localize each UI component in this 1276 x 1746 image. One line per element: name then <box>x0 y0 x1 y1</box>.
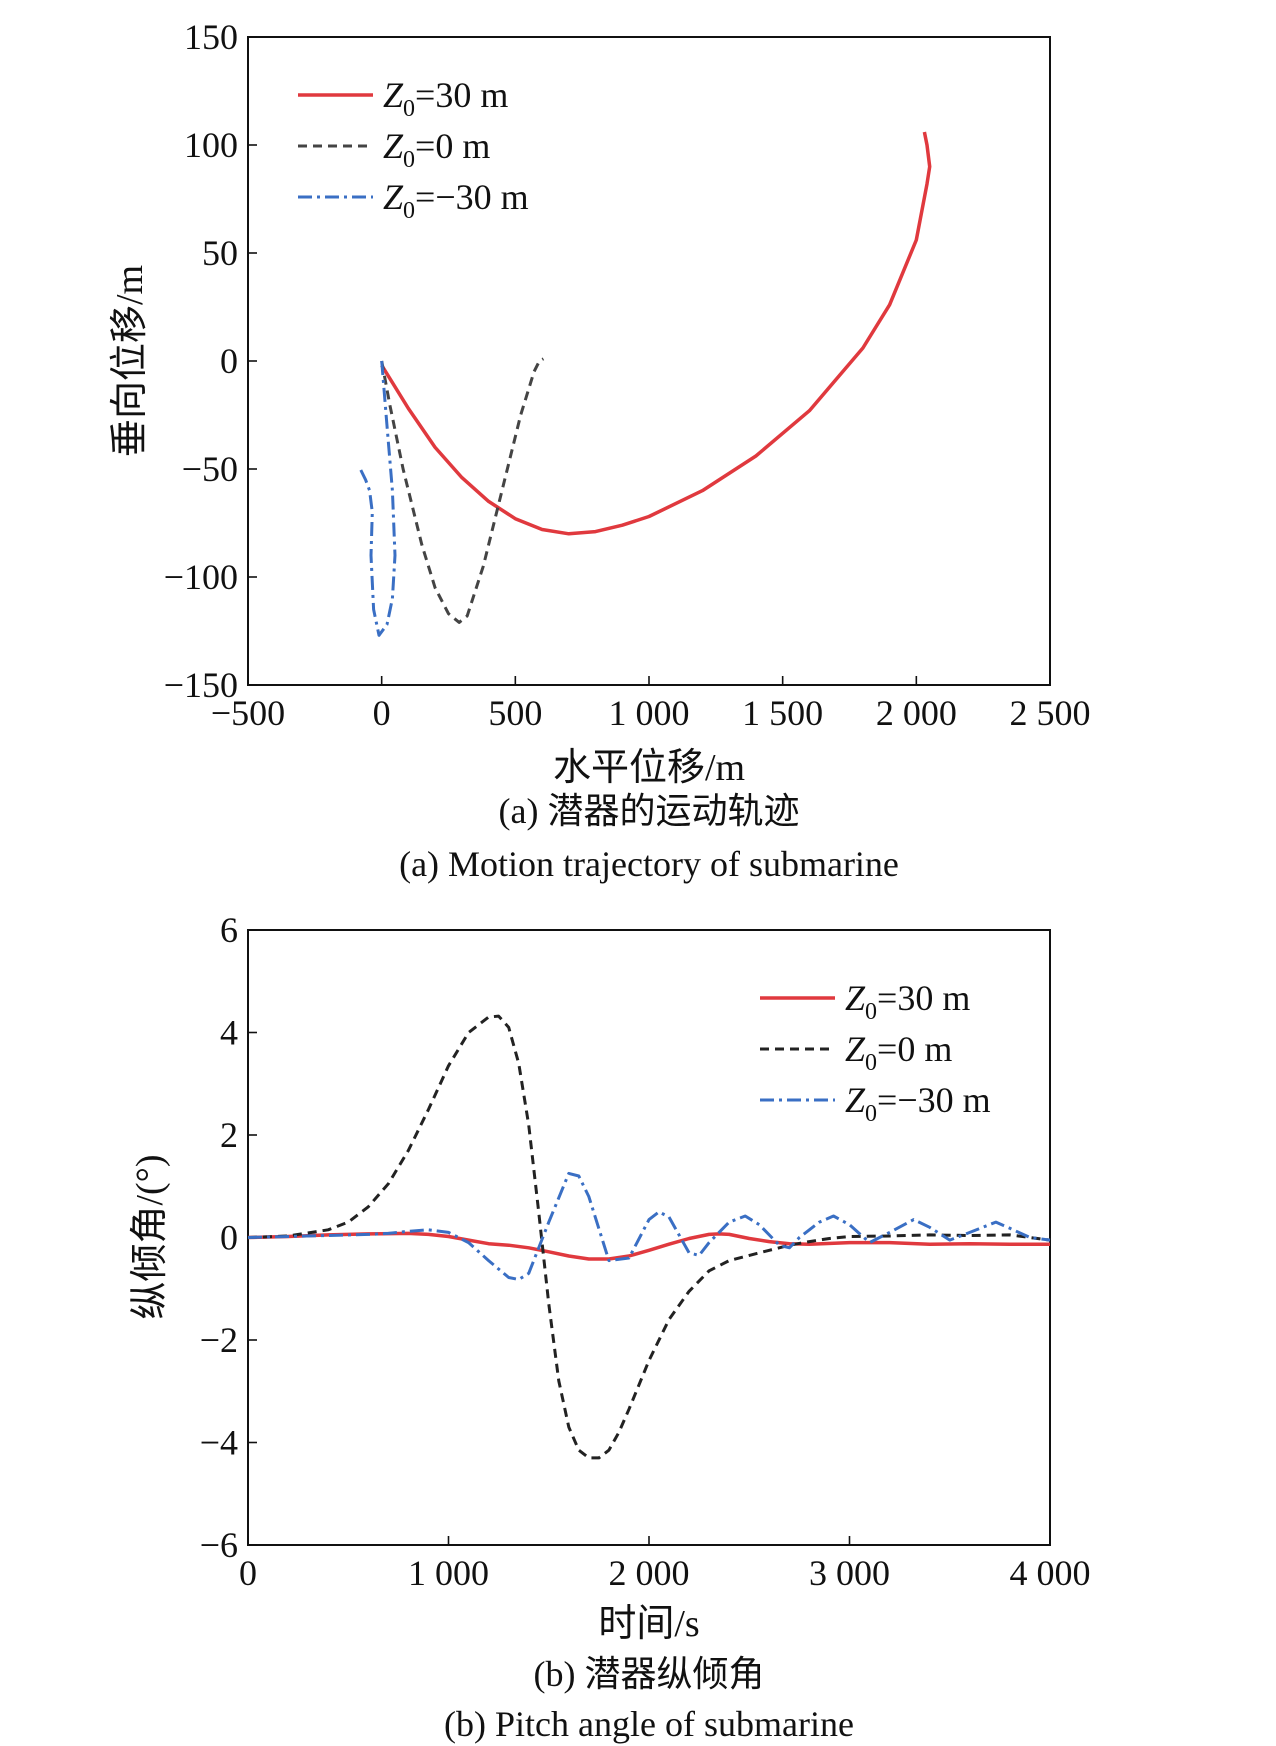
y-tick-label: 50 <box>202 233 238 273</box>
caption-en-a: (a) Motion trajectory of submarine <box>399 844 899 884</box>
series-line-dashed <box>247 1014 1051 1460</box>
x-tick-label: 2 500 <box>1010 693 1091 733</box>
y-tick-label: 4 <box>220 1013 238 1053</box>
series-group-a <box>358 131 932 637</box>
x-tick-label: 3 000 <box>809 1553 890 1593</box>
y-tick-label: 150 <box>184 17 238 57</box>
x-tick-label: 0 <box>373 693 391 733</box>
x-tick-label: 1 500 <box>742 693 823 733</box>
axis-ticks-b: 0 1 000 2 000 3 000 4 000 −6 −4 −2 0 2 4 6 <box>200 910 1091 1593</box>
legend-label: Z0=0 m <box>845 1029 952 1076</box>
series-line-solid <box>247 1231 1050 1261</box>
x-tick-label: 500 <box>488 693 542 733</box>
y-axis-label-b: 纵倾角/(°) <box>129 1154 171 1319</box>
x-tick-label: 2 000 <box>609 1553 690 1593</box>
trajectory-chart: −500 0 500 1 000 1 500 2 000 2 500−150−100−500… <box>109 17 1091 884</box>
y-axis-label-a: 垂向位移/m <box>109 265 151 457</box>
x-axis-label-a: 水平位移/m <box>553 747 745 789</box>
series-line-dashed <box>380 357 545 624</box>
legend-label: Z0=30 m <box>845 978 970 1025</box>
series-group-b <box>247 1014 1051 1460</box>
x-tick-label: 0 <box>239 1553 257 1593</box>
y-tick-label: 100 <box>184 125 238 165</box>
caption-en-b: (b) Pitch angle of submarine <box>444 1704 854 1744</box>
series-line-solid <box>380 131 932 536</box>
x-tick-label: −500 <box>211 693 285 733</box>
y-tick-label: 0 <box>220 1218 238 1258</box>
caption-cn-a: (a) 潜器的运动轨迹 <box>499 791 800 831</box>
legend-label: Z0=−30 m <box>383 177 529 224</box>
axis-ticks-a: −500 0 500 1 000 1 500 2 000 2 500−150−100−500… <box>164 17 1091 733</box>
y-tick-label: 6 <box>220 910 238 950</box>
y-tick-label: −2 <box>200 1320 238 1360</box>
x-tick-label: 2 000 <box>876 693 957 733</box>
plot-frame-b <box>247 929 1051 1546</box>
legend-label: Z0=0 m <box>383 126 490 173</box>
x-tick-label: 1 000 <box>609 693 690 733</box>
series-line-dashdot <box>247 1171 1051 1281</box>
y-tick-label: −100 <box>164 557 238 597</box>
x-tick-label: 1 000 <box>408 1553 489 1593</box>
x-axis-label-b: 时间/s <box>598 1603 699 1645</box>
plot-frame-a <box>247 36 1051 686</box>
x-tick-label: 4 000 <box>1010 1553 1091 1593</box>
y-tick-label: −6 <box>200 1525 238 1565</box>
legend-a: Z0=30 mZ0=0 mZ0=−30 m <box>298 75 529 224</box>
caption-cn-b: (b) 潜器纵倾角 <box>534 1654 765 1694</box>
y-tick-label: −4 <box>200 1423 238 1463</box>
y-tick-label: −50 <box>182 449 238 489</box>
series-line-dashdot <box>358 360 397 637</box>
y-tick-label: −150 <box>164 665 238 705</box>
legend-label: Z0=−30 m <box>845 1080 991 1127</box>
y-tick-label: 2 <box>220 1115 238 1155</box>
legend-label: Z0=30 m <box>383 75 508 122</box>
y-tick-label: 0 <box>220 341 238 381</box>
legend-b: Z0=30 mZ0=0 mZ0=−30 m <box>760 978 991 1127</box>
